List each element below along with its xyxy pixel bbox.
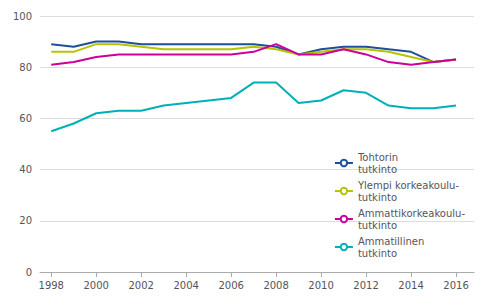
svg-text:80: 80 bbox=[19, 62, 32, 73]
svg-text:Ammatillinen: Ammatillinen bbox=[358, 236, 424, 247]
svg-text:2008: 2008 bbox=[263, 280, 288, 291]
svg-text:tutkinto: tutkinto bbox=[358, 220, 397, 231]
svg-text:20: 20 bbox=[19, 215, 32, 226]
svg-text:Ylempi korkeakoulu-: Ylempi korkeakoulu- bbox=[357, 180, 459, 191]
svg-text:2004: 2004 bbox=[173, 280, 198, 291]
svg-text:60: 60 bbox=[19, 113, 32, 124]
svg-text:1998: 1998 bbox=[39, 280, 64, 291]
svg-text:2012: 2012 bbox=[353, 280, 378, 291]
svg-text:tutkinto: tutkinto bbox=[358, 164, 397, 175]
svg-text:2002: 2002 bbox=[128, 280, 153, 291]
svg-text:40: 40 bbox=[19, 164, 32, 175]
svg-text:0: 0 bbox=[26, 267, 32, 278]
svg-text:Tohtorin: Tohtorin bbox=[357, 152, 398, 163]
svg-text:2010: 2010 bbox=[308, 280, 333, 291]
svg-text:2016: 2016 bbox=[443, 280, 468, 291]
svg-text:100: 100 bbox=[13, 11, 32, 22]
svg-text:2006: 2006 bbox=[218, 280, 243, 291]
svg-text:2000: 2000 bbox=[83, 280, 108, 291]
svg-text:2014: 2014 bbox=[398, 280, 423, 291]
svg-text:Ammattikorkeakoulu-: Ammattikorkeakoulu- bbox=[358, 208, 465, 219]
svg-text:tutkinto: tutkinto bbox=[358, 192, 397, 203]
svg-text:tutkinto: tutkinto bbox=[358, 248, 397, 259]
